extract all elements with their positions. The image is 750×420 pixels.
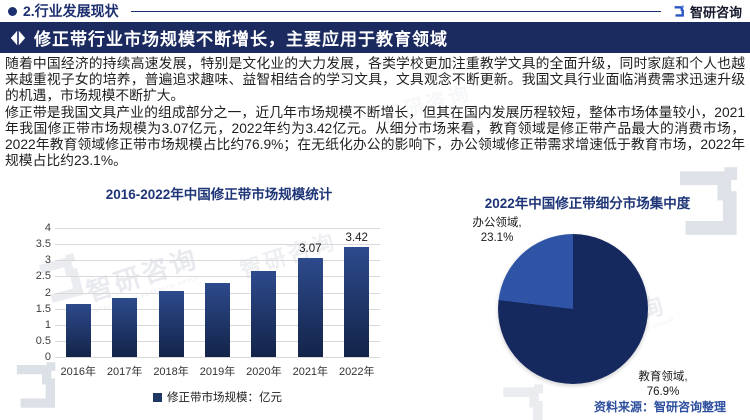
bar-slot (148, 228, 194, 357)
brand-name: 智研咨询 (689, 4, 742, 20)
bar-slot (101, 228, 147, 357)
y-axis-tick-label: 0.5 (35, 334, 51, 347)
y-axis-tick-label: 2 (44, 286, 51, 299)
pie-label-education: 教育领域, 76.9% (620, 370, 706, 400)
y-axis-tick-label: 0 (44, 351, 51, 363)
bar-slot (55, 228, 101, 357)
y-axis-tick-label: 2.5 (35, 270, 51, 283)
gridline (55, 357, 380, 358)
bar-slot: 3.07 (287, 228, 333, 357)
x-axis-tick-label: 2020年 (246, 366, 282, 378)
bar-chart-legend: 修正带市场规模：亿元 (55, 389, 380, 405)
y-axis-tick-label: 1.5 (35, 302, 51, 315)
pie-chart: 2022年中国修正带细分市场集中度 办公领域, 23.1% 教育领域, 76.9… (435, 192, 740, 420)
y-axis-tick-label: 3 (44, 254, 51, 267)
bar-slot: 3.42 (334, 228, 380, 357)
bar-slot (194, 228, 240, 357)
bar-chart-title: 2016-2022年中国修正带市场规模统计 (105, 187, 333, 202)
gridline (55, 260, 380, 262)
paragraph-2: 修正带是我国文具产业的组成部分之一，近几年市场规模不断增长，但其在国内发展历程较… (5, 104, 745, 169)
legend-label: 修正带市场规模：亿元 (167, 392, 282, 404)
pie-label-education-value: 76.9% (646, 386, 680, 398)
bar-chart: 2016-2022年中国修正带市场规模统计 3.07 3.42 4 3.5 3 2.5 2… (30, 183, 408, 420)
pie-label-office: 办公领域, 23.1% (459, 216, 535, 246)
y-axis-tick-label: 4 (44, 222, 51, 234)
pie-label-education-name: 教育领域, (638, 371, 688, 383)
pie-graphic (498, 234, 648, 384)
x-axis-tick-label: 2019年 (199, 366, 236, 378)
x-axis-labels: 2016年 2017年 2018年 2019年 2020年 2021年 2022年 (55, 363, 380, 379)
bar-value-label: 3.42 (345, 231, 368, 244)
page-title: 修正带行业市场规模不断增长，主要应用于教育领域 (34, 30, 448, 49)
gridline (55, 244, 380, 246)
body-text: 随着中国经济的持续高速发展，特别是文化业的大力发展，各类学校更加注重教学文具的全… (5, 56, 745, 169)
pie-chart-title: 2022年中国修正带细分市场集中度 (484, 196, 691, 211)
bar-plot-area: 3.07 3.42 4 3.5 3 2.5 2 1.5 1 0.5 0 (36, 222, 380, 363)
title-bar: 修正带行业市场规模不断增长，主要应用于教育领域 (0, 22, 750, 53)
bar-value-label: 3.07 (299, 243, 322, 255)
gridline (55, 276, 380, 278)
bar-2019年 (204, 282, 230, 357)
pie-label-office-name: 办公领域, (472, 217, 522, 229)
y-axis-tick-label: 3.5 (35, 238, 51, 251)
bar-2020年 (251, 271, 277, 357)
bar-2018年 (158, 290, 184, 357)
x-axis-tick-label: 2022年 (339, 366, 375, 378)
data-source: 资料来源：智研咨询整理 (593, 400, 726, 414)
section-title: 2.行业发展现状 (23, 3, 119, 19)
bar-2016年 (65, 304, 91, 357)
section-bullet-icon (8, 6, 17, 16)
bar-2021年 (297, 258, 323, 357)
bar-2017年 (112, 297, 138, 357)
gridline (55, 228, 380, 229)
bar-slot (241, 228, 287, 357)
diamond-icon (10, 30, 26, 45)
legend-swatch-icon (153, 392, 162, 402)
bar-series: 3.07 3.42 (55, 228, 380, 357)
x-axis-tick-label: 2021年 (292, 366, 329, 378)
page-header: 2.行业发展现状 智研咨询 (0, 0, 750, 22)
x-axis-tick-label: 2016年 (60, 366, 96, 378)
brand-logo-icon (674, 5, 684, 17)
brand-logo: 智研咨询 (671, 2, 742, 21)
bar-2022年 (344, 246, 370, 357)
x-axis-tick-label: 2017年 (106, 366, 143, 378)
y-axis-tick-label: 1 (44, 318, 51, 331)
paragraph-1: 随着中国经济的持续高速发展，特别是文化业的大力发展，各类学校更加注重教学文具的全… (5, 56, 745, 104)
header-divider (130, 10, 661, 12)
x-axis-tick-label: 2018年 (153, 366, 189, 378)
pie-label-office-value: 23.1% (480, 232, 514, 244)
